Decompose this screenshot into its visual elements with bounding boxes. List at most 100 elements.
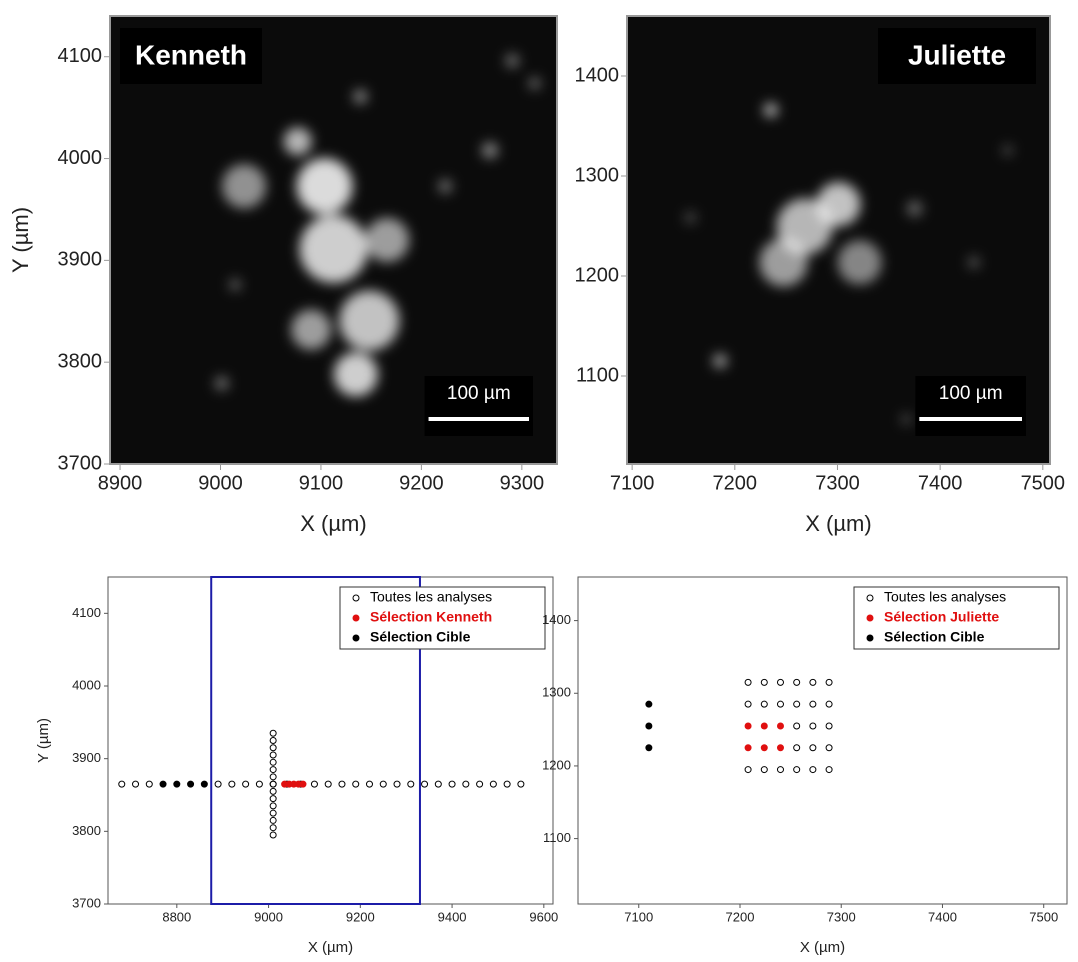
x-tick-label: 7400 [918, 472, 963, 494]
y-tick-label: 1400 [542, 612, 571, 627]
x-tick-label: 9000 [198, 472, 243, 494]
point [173, 780, 181, 788]
y-axis-title: Y (µm) [8, 207, 33, 273]
blob [713, 353, 728, 368]
blob [333, 352, 378, 397]
point [809, 678, 817, 686]
legend-marker [352, 614, 360, 622]
x-tick-label: 9400 [438, 909, 467, 924]
point [744, 744, 752, 752]
blob [528, 77, 541, 90]
y-tick-label: 1200 [575, 264, 620, 286]
point [269, 729, 277, 737]
legend-label: Sélection Cible [884, 629, 985, 645]
point [776, 722, 784, 730]
x-tick-label: 7200 [713, 472, 758, 494]
y-tick-label: 3800 [58, 350, 103, 372]
point [159, 780, 167, 788]
plot-frame [626, 15, 1051, 465]
point [214, 780, 222, 788]
image-label: Kenneth [135, 39, 247, 70]
x-tick-label: 9600 [529, 909, 558, 924]
point [809, 744, 817, 752]
point [228, 780, 236, 788]
label-box [120, 28, 262, 84]
point [760, 700, 768, 708]
blob [283, 127, 312, 156]
point [269, 816, 277, 824]
point [269, 802, 277, 810]
y-axis-title: Y (µm) [35, 718, 52, 763]
y-tick-label: 1100 [576, 364, 619, 386]
point [255, 780, 263, 788]
point [809, 700, 817, 708]
point [269, 758, 277, 766]
x-tick-label: 7100 [624, 909, 653, 924]
highlight-region [210, 576, 421, 905]
legend-label: Toutes les analyses [370, 589, 492, 605]
point [242, 780, 250, 788]
scale-bar-label: 100 µm [939, 383, 1003, 404]
y-tick-label: 3900 [58, 249, 103, 271]
point [324, 780, 332, 788]
point [187, 780, 195, 788]
blob [505, 53, 520, 68]
point [503, 780, 511, 788]
point [776, 678, 784, 686]
legend-box [339, 586, 546, 650]
x-axis-title: X (µm) [800, 939, 845, 956]
scale-bar-box [424, 376, 533, 436]
image-blobs [214, 53, 541, 397]
blob [291, 309, 332, 350]
point [793, 722, 801, 730]
point [269, 751, 277, 759]
point [269, 787, 277, 795]
legend-marker [352, 594, 360, 602]
y-tick-label: 4100 [58, 45, 103, 67]
point [338, 780, 346, 788]
x-tick-label: 8900 [98, 472, 143, 494]
blob [837, 240, 882, 285]
point [269, 766, 277, 774]
x-axis-title: X (µm) [308, 939, 353, 956]
x-tick-label: 7300 [827, 909, 856, 924]
blob [763, 103, 778, 118]
blob [967, 256, 980, 269]
point [118, 780, 126, 788]
y-tick-label: 3800 [72, 823, 101, 838]
point [825, 766, 833, 774]
point [132, 780, 140, 788]
point [434, 780, 442, 788]
point [744, 700, 752, 708]
point [793, 700, 801, 708]
y-tick-label: 1200 [542, 757, 571, 772]
point [645, 700, 653, 708]
point [825, 722, 833, 730]
legend-box [853, 586, 1060, 650]
point [393, 780, 401, 788]
image-label: Juliette [908, 39, 1006, 70]
y-tick-label: 1300 [575, 164, 620, 186]
point [744, 722, 752, 730]
blob [222, 164, 267, 209]
x-tick-label: 9200 [346, 909, 375, 924]
x-tick-label: 7300 [815, 472, 860, 494]
x-tick-label: 7500 [1021, 472, 1066, 494]
legend-label: Toutes les analyses [884, 589, 1006, 605]
scale-bar-box [915, 376, 1026, 436]
point [379, 780, 387, 788]
legend-marker [866, 614, 874, 622]
y-tick-label: 4000 [72, 677, 101, 692]
x-tick-label: 7500 [1029, 909, 1058, 924]
blob [481, 142, 498, 159]
blob [816, 182, 861, 227]
y-tick-label: 1400 [575, 64, 620, 86]
blob [901, 414, 912, 425]
point [793, 678, 801, 686]
point [269, 773, 277, 781]
legend-marker [352, 634, 360, 642]
point [299, 780, 307, 788]
legend-label: Sélection Cible [370, 629, 471, 645]
